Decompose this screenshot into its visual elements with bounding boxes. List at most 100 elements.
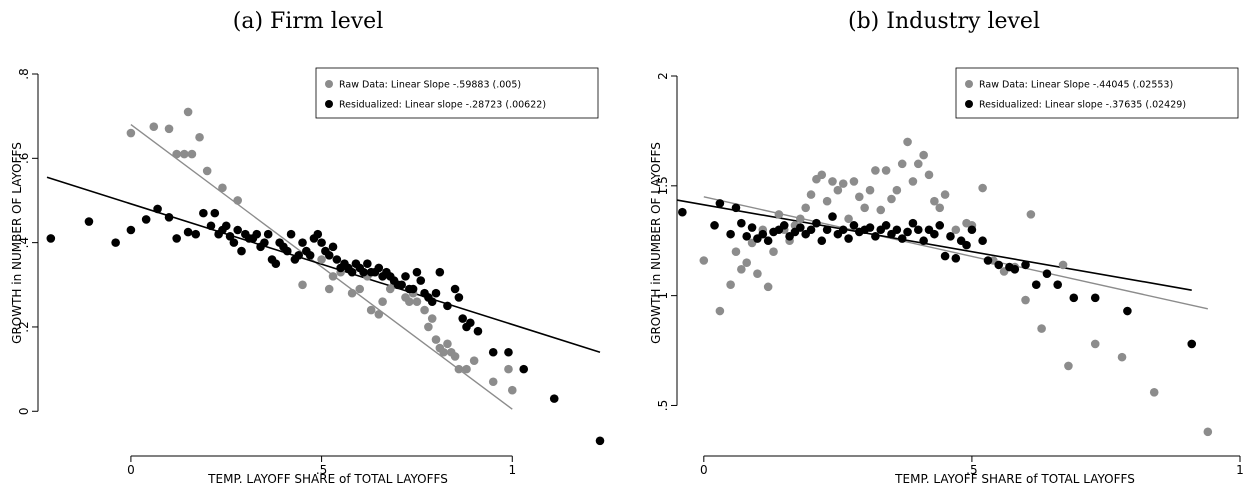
panel-b-raw-point xyxy=(1021,295,1030,305)
panel-b-raw-point xyxy=(924,170,934,180)
panel-a-raw-point xyxy=(378,297,387,306)
panel-a-residualized-point xyxy=(282,246,292,256)
panel-a-residualized-point xyxy=(237,246,246,256)
panel-a-x-tick-label: 0 xyxy=(127,463,135,477)
panel-b-residualized-point xyxy=(1010,264,1020,274)
panel-b-x-tick-label: 0 xyxy=(700,463,708,477)
panel-a-residualized-point xyxy=(431,288,441,298)
panel-a-residualized-point xyxy=(488,347,498,357)
panel-b-raw-point xyxy=(935,203,945,213)
panel-a-raw-point xyxy=(439,347,448,357)
panel-a-residualized-point xyxy=(298,238,307,247)
panel-a-raw-point xyxy=(366,305,376,315)
panel-b-raw-point xyxy=(919,150,928,160)
panel-b-raw-point xyxy=(855,192,864,202)
panel-a-y-tick-label: 0 xyxy=(17,407,31,415)
panel-a-residualized-point xyxy=(454,293,464,302)
panel-b-residualized-point xyxy=(967,225,977,235)
panel-a-residualized-point xyxy=(206,221,216,231)
panel-b-raw-point xyxy=(930,196,939,206)
panel-b-residualized-point xyxy=(940,251,950,261)
panel-b-raw-point xyxy=(817,170,827,180)
panel-b-raw-point xyxy=(763,282,773,292)
panel-b-legend-box xyxy=(955,67,1239,119)
panel-a-residualized-point xyxy=(408,284,418,294)
panel-b-residualized-point xyxy=(897,234,907,243)
panel-a-residualized-point xyxy=(305,250,315,260)
panel-b-residualized-point xyxy=(946,232,955,241)
panel-b-raw-point xyxy=(1117,352,1127,362)
panel-b-residualized-point xyxy=(710,221,719,230)
panel-b-raw-point xyxy=(913,159,923,169)
panel-a-raw-point xyxy=(172,149,181,159)
panel-a-legend-label-residualized: Residualized: Linear slope -.28723 (.006… xyxy=(339,100,546,111)
panel-b-residualized-point xyxy=(806,225,816,235)
panel-b-residualized-point xyxy=(892,225,902,235)
panel-b-residualized-point xyxy=(1021,260,1030,270)
panel-b-residualized-point xyxy=(822,225,832,235)
panel-b-residualized-point xyxy=(1053,280,1062,289)
panel-b-residualized-point xyxy=(737,218,746,228)
panel-a-residualized-point xyxy=(328,242,338,252)
panel-a-residualized-point xyxy=(153,204,162,214)
panel-b-raw-point xyxy=(1090,339,1100,349)
panel-b-residualized-fit-line xyxy=(676,199,1192,291)
panel-b-raw-point xyxy=(871,166,880,175)
panel-b-residualized-point xyxy=(865,223,875,232)
panel-b-residualized-point xyxy=(983,256,993,265)
panel-b-legend: Raw Data: Linear Slope -.44045 (.02553) … xyxy=(955,67,1239,119)
panel-a-residualized-point xyxy=(317,238,326,247)
panel-a-legend: Raw Data: Linear Slope -.59883 (.005) Re… xyxy=(315,67,599,119)
panel-a-raw-point xyxy=(298,280,307,290)
panel-a-raw-fit-line xyxy=(130,124,513,410)
panel-a-residualized-point xyxy=(347,267,357,277)
panel-b-x-axis-label: TEMP. LAYOFF SHARE of TOTAL LAYOFFS xyxy=(894,472,1135,486)
panel-a-residualized-point xyxy=(519,364,529,374)
panel-a-raw-point xyxy=(328,272,338,281)
panel-a-residualized-point xyxy=(294,250,304,260)
panel-a-raw-point xyxy=(179,149,189,159)
panel-b-raw-point xyxy=(978,183,987,193)
panel-b-raw-point xyxy=(1058,260,1068,270)
panel-a-legend-marker-raw xyxy=(325,80,333,88)
panel-b-raw-point xyxy=(774,210,784,219)
panel-b-residualized-point xyxy=(962,240,971,250)
panel-a-residualized-point xyxy=(359,267,368,277)
panel-a-residualized-point xyxy=(443,301,452,311)
panel-b-raw-point xyxy=(1203,427,1213,437)
panel-a-raw-point xyxy=(218,183,227,193)
panel-a-residualized-point xyxy=(263,229,273,239)
panel-b-raw-point xyxy=(737,264,746,274)
panel-a-residualized-point xyxy=(252,229,262,239)
panel-b-y-tick-label: 1.5 xyxy=(656,176,670,195)
panel-b-residualized-point xyxy=(919,236,928,246)
panel-a-y-axis-label: GROWTH in NUMBER OF LAYOFFS xyxy=(10,142,24,344)
panel-b-fit-lines xyxy=(676,196,1208,310)
panel-a-raw-point xyxy=(504,364,513,374)
panel-a-residualized-point xyxy=(225,232,235,241)
panel-b-raw-point xyxy=(1026,210,1036,219)
panel-b-raw-point xyxy=(865,185,875,195)
panel-b-residualized-point xyxy=(747,223,757,232)
panel-b-raw-point xyxy=(1037,324,1046,333)
panel-b-residualized-point xyxy=(1069,293,1079,303)
panel-b-title: (b) Industry level xyxy=(848,9,1040,34)
panel-b-raw-point xyxy=(897,159,907,169)
panel-b-residualized-point xyxy=(678,207,687,217)
panel-b-residualized-point xyxy=(812,218,821,228)
panel-a-raw-point xyxy=(450,352,460,361)
panel-b-residualized-point xyxy=(731,203,741,213)
panel-a-raw-point xyxy=(431,335,441,344)
panel-a-residualized-point xyxy=(595,436,605,446)
panel-b-raw-point xyxy=(849,177,859,186)
panel-b-y-tick-label: 2 xyxy=(656,72,670,80)
panel-a-fit-lines xyxy=(46,124,601,410)
panel-a-raw-point xyxy=(126,128,136,138)
panel-b-raw-point xyxy=(1064,361,1073,371)
panel-a-raw-point xyxy=(443,339,452,349)
panel-a-residualized-point xyxy=(199,208,208,218)
panel-a-residualized-point xyxy=(473,326,483,336)
panel-b-raw-point xyxy=(822,196,832,206)
panel-a-x-tick-label: 1 xyxy=(508,463,516,477)
panel-a-residualized-point xyxy=(416,276,426,285)
